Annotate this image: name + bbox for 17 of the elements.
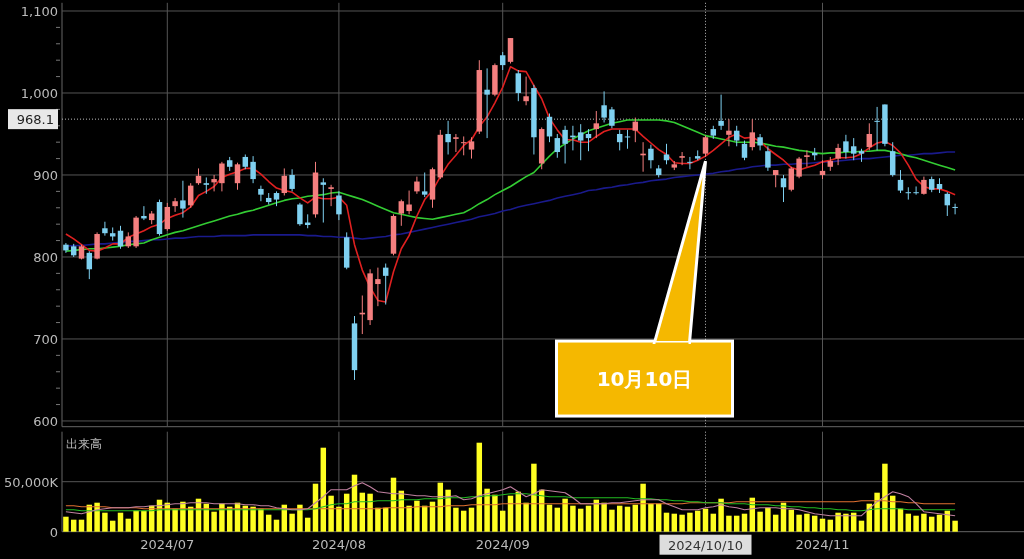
x-tick-label: 2024/07 bbox=[140, 536, 195, 552]
y-tick-label: 600 bbox=[33, 413, 58, 429]
y-tick-label: 900 bbox=[33, 167, 58, 183]
y-tick-label: 800 bbox=[33, 249, 58, 265]
annotation: 10月10日 bbox=[596, 366, 693, 391]
x-tick-label: 2024/11 bbox=[795, 536, 850, 552]
y-tick-label: 1,100 bbox=[20, 4, 58, 19]
callout: 10月10日 bbox=[555, 159, 734, 418]
y-tick-label: 700 bbox=[33, 331, 58, 347]
y-tick-label: 1,000 bbox=[20, 85, 58, 101]
text: 出来高 bbox=[66, 436, 102, 451]
x-tick-label: 2024/09 bbox=[475, 536, 530, 552]
y-tick-label: 0 bbox=[49, 524, 58, 540]
y-tick-label: 50,000K bbox=[3, 474, 59, 490]
x-tick-label: 2024/10/10 bbox=[668, 537, 743, 553]
ref-line-label: 968.1 bbox=[16, 112, 54, 128]
x-tick-label: 2024/08 bbox=[311, 536, 366, 552]
